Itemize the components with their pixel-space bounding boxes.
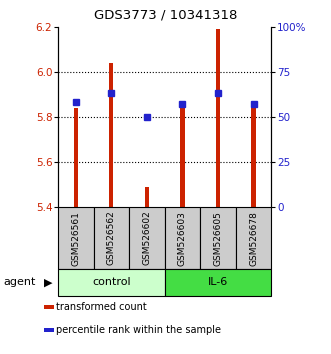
Text: percentile rank within the sample: percentile rank within the sample: [56, 325, 221, 335]
Text: GSM526602: GSM526602: [142, 211, 151, 266]
Bar: [93, 207, 129, 269]
Text: GSM526603: GSM526603: [178, 211, 187, 266]
Text: GSM526562: GSM526562: [107, 211, 116, 266]
Text: GSM526561: GSM526561: [71, 211, 80, 266]
Bar: [73, 108, 78, 207]
Bar: [109, 63, 114, 207]
Bar: [44, 328, 54, 332]
Bar: [58, 269, 165, 296]
Bar: [252, 105, 256, 207]
Bar: [165, 269, 271, 296]
Text: transformed count: transformed count: [56, 302, 146, 312]
Bar: [216, 29, 220, 207]
Bar: [44, 305, 54, 309]
Bar: [236, 207, 271, 269]
Bar: [129, 207, 165, 269]
Bar: [145, 187, 149, 207]
Bar: [200, 207, 236, 269]
Text: IL-6: IL-6: [208, 277, 228, 287]
Bar: [58, 207, 93, 269]
Bar: [165, 207, 200, 269]
Text: ▶: ▶: [44, 277, 52, 287]
Text: GDS3773 / 10341318: GDS3773 / 10341318: [94, 9, 237, 22]
Text: agent: agent: [3, 277, 36, 287]
Text: GSM526605: GSM526605: [213, 211, 222, 266]
Text: GSM526678: GSM526678: [249, 211, 258, 266]
Text: control: control: [92, 277, 131, 287]
Bar: [180, 105, 185, 207]
